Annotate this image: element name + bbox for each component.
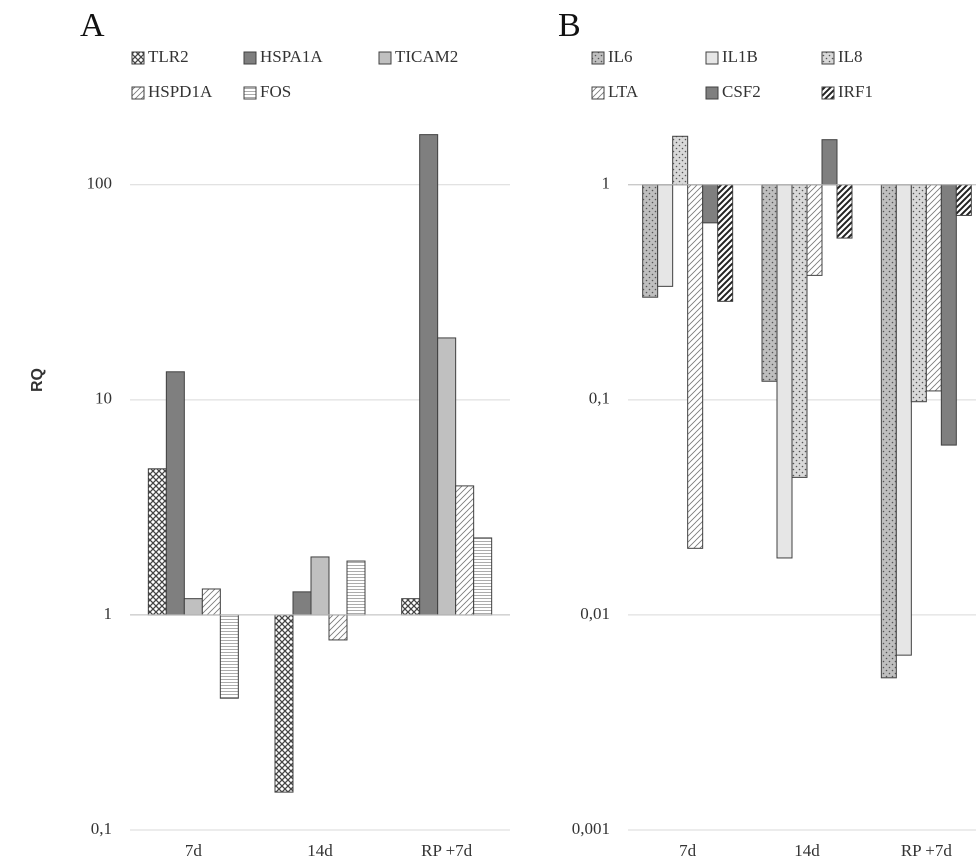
legend-swatch	[243, 51, 257, 65]
legend-swatch	[705, 51, 719, 65]
bar	[274, 614, 294, 793]
legend-label: IL8	[838, 47, 863, 66]
legend-label: IRF1	[838, 82, 873, 101]
bar	[806, 184, 823, 276]
legend-label: IL1B	[722, 47, 758, 66]
legend-label: TLR2	[148, 47, 189, 66]
legend-swatch	[821, 51, 835, 65]
y-tick-label: 0,001	[572, 819, 610, 838]
bar	[328, 614, 348, 641]
bar	[183, 598, 203, 616]
bar	[455, 485, 475, 616]
y-tick-label: 10	[95, 389, 112, 408]
x-tick-label: 7d	[185, 841, 203, 860]
bar	[925, 184, 942, 392]
y-tick-label: 0,1	[589, 389, 610, 408]
bar	[940, 184, 957, 446]
legend-label: FOS	[260, 82, 291, 101]
x-tick-label: 14d	[794, 841, 820, 860]
bar	[791, 184, 808, 478]
bar	[672, 135, 689, 186]
bar	[821, 139, 838, 186]
legend-label: TICAM2	[395, 47, 458, 66]
legend-label: HSPA1A	[260, 47, 323, 66]
y-tick-label: 100	[87, 174, 113, 193]
legend-swatch	[591, 51, 605, 65]
bar	[310, 556, 330, 616]
panel-title: A	[80, 7, 105, 44]
y-axis-label: RQ	[29, 368, 46, 392]
legend-swatch	[378, 51, 392, 65]
x-tick-label: 7d	[679, 841, 697, 860]
bar	[219, 614, 239, 699]
bar	[346, 560, 366, 616]
y-tick-label: 1	[602, 174, 611, 193]
bar	[147, 468, 167, 616]
bar	[910, 184, 927, 403]
bar	[880, 184, 897, 679]
legend-label: HSPD1A	[148, 82, 213, 101]
bar	[419, 134, 439, 616]
bar	[657, 184, 674, 287]
legend-swatch	[243, 86, 257, 100]
legend-swatch	[131, 51, 145, 65]
bar	[687, 184, 704, 549]
bar	[473, 537, 493, 616]
bar	[292, 591, 312, 616]
legend-label: CSF2	[722, 82, 761, 101]
bar	[955, 184, 972, 216]
bar	[201, 588, 221, 616]
bar	[836, 184, 853, 239]
bar	[895, 184, 912, 656]
y-tick-label: 0,01	[580, 604, 610, 623]
y-tick-label: 1	[104, 604, 113, 623]
legend-label: IL6	[608, 47, 633, 66]
x-tick-label: RP +7d	[421, 841, 473, 860]
bar	[642, 184, 659, 298]
legend-swatch	[591, 86, 605, 100]
legend-swatch	[131, 86, 145, 100]
bar	[702, 184, 719, 224]
bar	[717, 184, 734, 302]
legend-swatch	[705, 86, 719, 100]
bar	[776, 184, 793, 559]
legend-label: LTA	[608, 82, 639, 101]
y-tick-label: 0,1	[91, 819, 112, 838]
bar	[437, 337, 457, 616]
bar	[165, 371, 185, 616]
legend-swatch	[821, 86, 835, 100]
panel-title: B	[558, 7, 581, 44]
bar	[401, 598, 421, 616]
x-tick-label: RP +7d	[901, 841, 953, 860]
bar	[761, 184, 778, 382]
x-tick-label: 14d	[307, 841, 333, 860]
